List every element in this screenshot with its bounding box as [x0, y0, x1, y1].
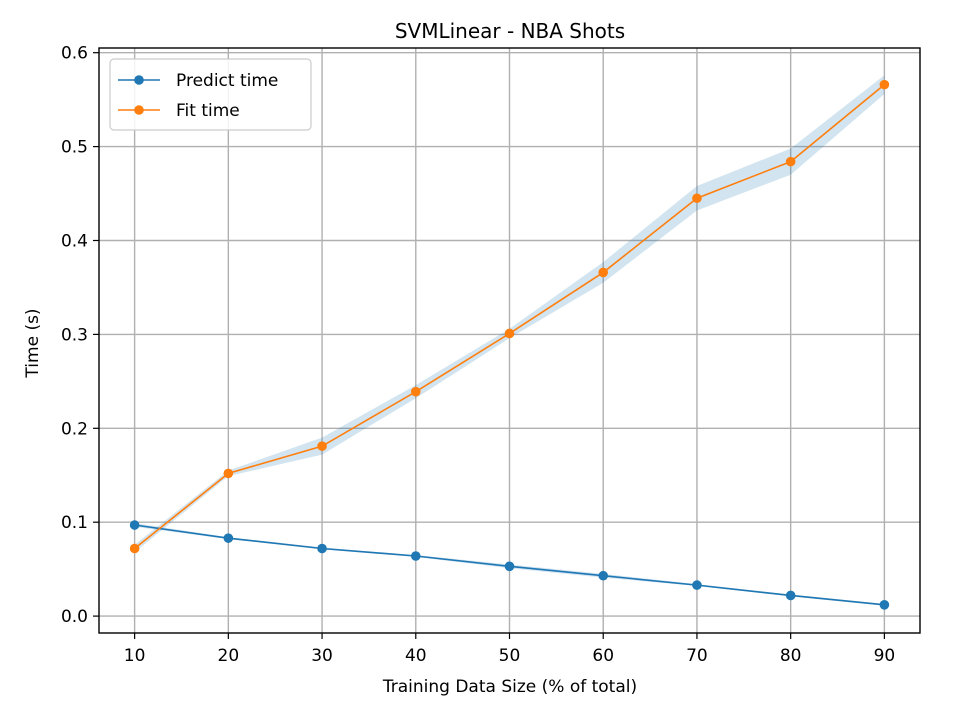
data-point: [785, 156, 796, 167]
data-point: [879, 79, 890, 90]
legend-box: [109, 58, 312, 131]
y-tick-label: 0.6: [61, 44, 88, 64]
data-point: [223, 533, 234, 543]
y-tick-label: 0.5: [61, 138, 88, 158]
data-point: [785, 590, 796, 601]
x-tick-label: 70: [686, 646, 708, 666]
y-tick-label: 0.4: [61, 231, 88, 251]
chart-title: SVMLinear - NBA Shots: [395, 19, 625, 43]
y-tick-label: 0.1: [61, 513, 88, 533]
data-point: [410, 386, 421, 397]
legend-marker: [134, 105, 144, 115]
data-point: [598, 267, 609, 278]
data-point: [504, 561, 515, 572]
x-tick-label: 80: [780, 646, 802, 666]
legend-label: Predict time: [176, 71, 278, 91]
x-axis-ticks: 10 20 30 40 50 60 70 80 90: [124, 633, 895, 666]
x-tick-label: 50: [499, 646, 521, 666]
y-tick-label: 0.3: [61, 325, 88, 345]
y-axis-label: Time (s): [23, 308, 43, 378]
data-point: [598, 570, 609, 581]
data-point: [223, 468, 234, 479]
x-tick-label: 10: [124, 646, 146, 666]
data-point: [692, 193, 702, 204]
data-point: [317, 441, 327, 451]
legend-label: Fit time: [176, 101, 240, 121]
x-tick-label: 20: [218, 646, 240, 666]
grid: [99, 48, 920, 633]
y-tick-label: 0.0: [61, 607, 88, 627]
x-tick-label: 90: [874, 646, 896, 666]
data-point: [410, 551, 421, 561]
x-axis-label: Training Data Size (% of total): [382, 677, 637, 697]
y-axis-ticks: 0.0 0.1 0.2 0.3 0.4 0.5 0.6: [61, 44, 99, 627]
data-point: [692, 580, 702, 590]
data-point: [129, 520, 140, 530]
x-tick-label: 30: [311, 646, 333, 666]
data-point: [317, 543, 327, 554]
series-points: [129, 79, 890, 610]
x-tick-label: 60: [592, 646, 614, 666]
legend-marker: [134, 75, 144, 85]
data-point: [129, 543, 140, 554]
y-tick-label: 0.2: [61, 419, 88, 439]
data-point: [879, 600, 890, 610]
x-tick-label: 40: [405, 646, 427, 666]
legend: Predict time Fit time: [109, 58, 312, 131]
data-point: [504, 328, 515, 339]
